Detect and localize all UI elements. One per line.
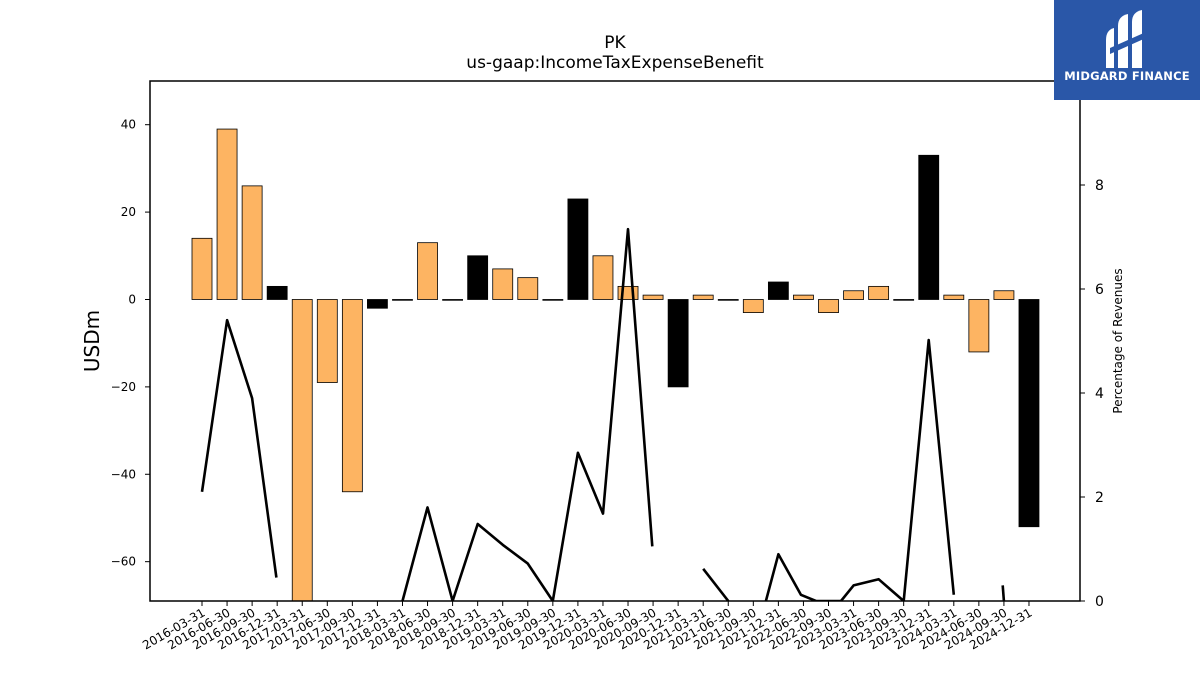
bar-2022-06-30 [818,299,839,313]
bar-2020-12-31 [667,299,689,388]
bar-2021-06-30 [717,299,739,301]
bar-2018-03-31 [392,299,413,301]
y-axis-left: −60 −40 −20 0 20 40 [111,118,150,569]
bar-2019-03-31 [492,268,514,300]
bar-2017-09-30 [341,299,363,493]
y2-tick-label: 2 [1095,490,1104,506]
bar-2020-03-31 [592,255,614,300]
y-tick-label: −40 [111,467,136,481]
bar-2019-09-30 [542,299,564,301]
logo-text: MIDGARD FINANCE [1064,69,1190,83]
bar-2021-12-31 [767,281,789,300]
bar-2021-09-30 [742,299,764,313]
chart-title: PK [604,33,626,53]
y-tick-label: 20 [121,205,136,219]
bar-2018-06-30 [417,242,438,300]
bar-2020-09-30 [642,294,664,300]
bar-2023-03-31 [893,299,915,301]
midgard-finance-logo: MIDGARD FINANCE [1054,0,1200,100]
y2-tick-label: 8 [1095,178,1104,194]
y-axis-label: USDm [80,310,104,372]
line-segment-3 [702,568,730,601]
bar-2016-03-31 [191,237,213,300]
y-tick-label: −60 [111,555,136,569]
bar-2023-12-31 [968,299,990,353]
y-axis-right: 0 2 4 6 8 [1080,178,1104,610]
y2-axis-label: Percentage of Revenues [1111,268,1125,413]
bar-2024-03-31 [993,290,1015,300]
line-segment-2 [401,227,654,601]
bar-2016-06-30 [216,128,238,300]
bar-2017-03-31 [291,299,313,601]
bar-2023-09-30 [943,294,965,300]
line-segment-5 [1001,585,1006,601]
bar-2017-12-31 [367,299,388,309]
y2-tick-label: 6 [1095,282,1104,298]
bar-2019-06-30 [517,277,539,300]
bar-2018-09-30 [442,299,464,301]
bar-2016-12-31 [266,285,288,300]
bar-2022-12-31 [868,285,890,300]
plot-frame [149,80,1081,602]
bar-2018-12-31 [467,255,489,300]
y-tick-label: 40 [121,118,136,132]
chart-subtitle: us-gaap:IncomeTaxExpenseBenefit [466,53,764,73]
x-axis: 2016-03-312016-06-302016-09-302016-12-31… [140,601,1035,652]
bar-series [191,128,1040,601]
y2-tick-label: 0 [1095,594,1104,610]
y2-tick-label: 4 [1095,386,1104,402]
bar-2021-03-31 [692,294,714,300]
line-series [200,227,1006,601]
bar-2017-06-30 [316,299,338,383]
bar-2016-09-30 [241,185,263,300]
midgard-logo-icon [1106,10,1146,68]
y-tick-label: −20 [111,380,136,394]
bar-2022-03-31 [793,294,814,300]
line-segment-1 [200,318,278,578]
bar-2019-12-31 [567,198,589,300]
bar-2024-06-30 [1018,299,1040,528]
bar-2023-06-30 [918,154,940,300]
y-tick-label: 0 [128,292,136,306]
line-segment-4 [764,338,956,601]
bar-2022-09-30 [843,290,864,300]
